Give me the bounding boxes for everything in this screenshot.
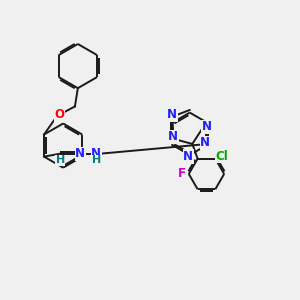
Text: N: N xyxy=(168,130,178,143)
Text: N: N xyxy=(202,120,212,133)
Text: H: H xyxy=(92,155,101,165)
Text: N: N xyxy=(200,136,210,149)
Text: N: N xyxy=(167,108,177,122)
Text: N: N xyxy=(183,150,193,163)
Text: Cl: Cl xyxy=(215,150,228,163)
Text: F: F xyxy=(178,167,186,180)
Text: O: O xyxy=(55,108,64,121)
Text: H: H xyxy=(56,155,65,165)
Text: N: N xyxy=(91,147,101,160)
Text: N: N xyxy=(75,147,85,160)
